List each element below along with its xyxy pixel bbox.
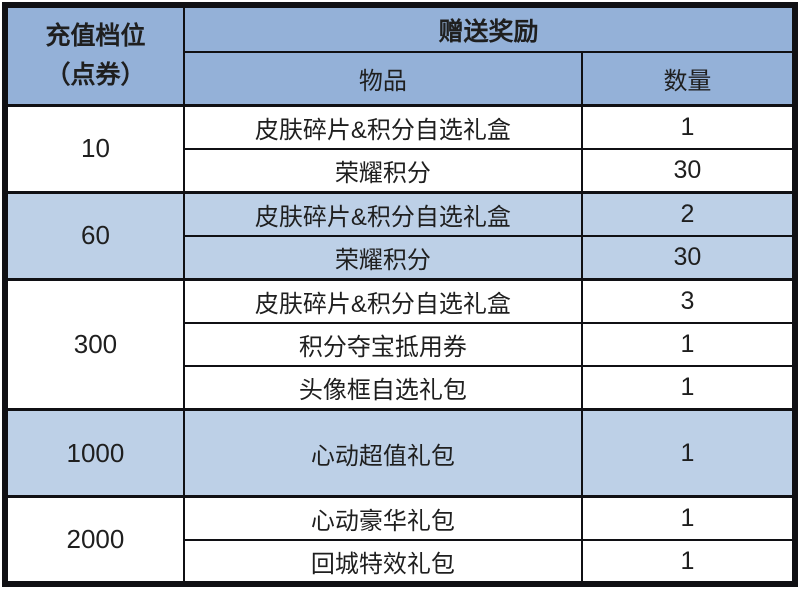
item-cell: 皮肤碎片&积分自选礼盒 (182, 190, 583, 237)
qty-cell: 3 (580, 277, 797, 324)
qty-cell: 1 (580, 103, 797, 150)
tier-cell: 1000 (4, 408, 185, 498)
rewards-header: 赠送奖励 (182, 4, 797, 53)
table-row: 头像框自选礼包 1 (5, 365, 797, 411)
qty-cell: 1 (580, 408, 797, 498)
header-row-2: 物品 数量 (5, 51, 797, 107)
qty-cell: 1 (580, 365, 797, 411)
qty-cell: 2 (580, 190, 797, 237)
item-column-header: 物品 (182, 51, 583, 107)
qty-cell: 30 (580, 234, 797, 281)
item-cell: 头像框自选礼包 (182, 365, 583, 411)
table-row: 回城特效礼包 1 (5, 539, 797, 585)
item-cell: 荣耀积分 (182, 234, 583, 281)
table-row: 1000 心动超值礼包 1 (4, 408, 797, 498)
item-cell: 心动超值礼包 (182, 408, 583, 498)
item-cell: 皮肤碎片&积分自选礼盒 (182, 103, 583, 150)
table-row: 2000 心动豪华礼包 1 (4, 495, 797, 586)
item-cell: 回城特效礼包 (182, 539, 583, 585)
table-row: 60 皮肤碎片&积分自选礼盒 2 (4, 190, 797, 281)
table-row: 积分夺宝抵用券 1 (5, 321, 797, 368)
table-row: 荣耀积分 30 (5, 147, 797, 194)
table-row: 10 皮肤碎片&积分自选礼盒 1 (4, 103, 797, 194)
table-row: 300 皮肤碎片&积分自选礼盒 3 (4, 277, 797, 411)
qty-cell: 1 (580, 539, 797, 585)
item-cell: 荣耀积分 (182, 147, 583, 194)
table-row: 荣耀积分 30 (5, 234, 797, 281)
tier-cell: 60 (4, 190, 185, 281)
item-cell: 心动豪华礼包 (182, 495, 583, 542)
tier-header-line2: （点券） (45, 60, 146, 89)
item-cell: 积分夺宝抵用券 (182, 321, 583, 368)
tier-cell: 2000 (4, 495, 185, 586)
item-cell: 皮肤碎片&积分自选礼盒 (182, 277, 583, 324)
header-row-1: 充值档位 （点券） 赠送奖励 (4, 4, 797, 106)
tier-header-line1: 充值档位 (45, 22, 146, 50)
qty-cell: 1 (580, 321, 797, 368)
qty-cell: 1 (580, 495, 797, 542)
qty-column-header: 数量 (580, 51, 797, 107)
tier-cell: 10 (4, 103, 185, 194)
tier-cell: 300 (4, 277, 185, 411)
tier-column-header: 充值档位 （点券） (4, 4, 185, 106)
qty-cell: 30 (580, 147, 797, 194)
